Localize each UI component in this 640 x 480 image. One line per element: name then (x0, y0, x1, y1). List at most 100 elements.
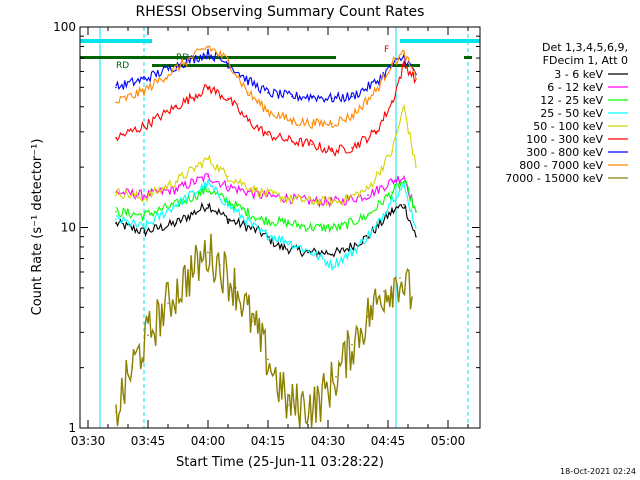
data-point (143, 78, 145, 80)
data-point (391, 150, 393, 153)
data-point (115, 86, 117, 89)
flag-label-2: RD (176, 53, 189, 63)
data-point (415, 166, 417, 168)
data-point (415, 235, 417, 238)
legend-label: 6 - 12 keV (547, 81, 603, 94)
data-point (339, 251, 341, 254)
data-point (259, 218, 261, 220)
data-point (391, 197, 393, 199)
x-tick-labels: 03:30 03:45 04:00 04:15 04:30 04:45 05:00 (71, 434, 466, 448)
data-point (367, 214, 369, 217)
data-point (339, 226, 341, 229)
data-point (175, 106, 177, 108)
data-point (207, 52, 209, 54)
data-point (247, 120, 249, 122)
data-point (311, 122, 313, 125)
data-point (311, 200, 313, 203)
data-point (311, 143, 313, 146)
x-tick-label: 03:30 (71, 434, 106, 448)
series-layer (115, 45, 417, 428)
data-point (267, 358, 269, 361)
data-point (147, 334, 149, 337)
series-line (115, 59, 417, 157)
data-point (403, 63, 405, 66)
data-point (143, 90, 145, 92)
series-9 (115, 233, 413, 428)
data-point (367, 188, 369, 191)
legend-label: 100 - 300 keV (526, 133, 603, 146)
data-point (391, 62, 393, 64)
flag-label-1: RD (116, 61, 129, 71)
x-tick-label: 04:00 (191, 434, 226, 448)
night-bar-right (400, 39, 480, 43)
data-point (227, 175, 229, 178)
data-point (415, 210, 417, 213)
x-tick-label: 04:45 (371, 434, 406, 448)
data-point (411, 296, 413, 298)
data-point (227, 203, 229, 206)
data-point (403, 203, 405, 206)
data-point (351, 251, 353, 254)
data-point (143, 197, 145, 199)
data-point (207, 86, 209, 89)
series-line (115, 45, 417, 130)
data-point (351, 115, 353, 117)
data-point (207, 183, 209, 185)
data-point (375, 81, 377, 84)
chart-title: RHESSI Observing Summary Count Rates (136, 4, 425, 20)
axis-ticks (80, 26, 480, 429)
legend-label: 50 - 100 keV (533, 120, 603, 133)
data-point (403, 185, 405, 188)
data-point (227, 200, 229, 203)
data-point (207, 203, 209, 206)
data-point (287, 197, 289, 199)
data-point (267, 91, 269, 94)
data-point (235, 287, 237, 289)
series-line (115, 173, 417, 212)
series-3 (115, 179, 417, 234)
data-point (187, 275, 189, 278)
data-point (259, 231, 261, 233)
data-point (375, 90, 377, 92)
data-point (375, 226, 377, 229)
data-point (403, 180, 405, 183)
data-point (143, 194, 145, 196)
data-point (287, 240, 289, 243)
series-line (115, 103, 417, 207)
series-4 (115, 178, 417, 272)
data-point (259, 191, 261, 193)
y-tick-label: 100 (53, 20, 76, 34)
series-5 (115, 103, 417, 207)
y-tick-label: 1 (68, 421, 76, 435)
data-point (175, 222, 177, 225)
data-point (115, 222, 117, 225)
data-point (351, 95, 353, 98)
data-point (391, 180, 393, 183)
data-point (291, 140, 293, 142)
data-point (403, 52, 405, 54)
data-point (143, 214, 145, 217)
data-point (311, 226, 313, 229)
legend-label: 300 - 800 keV (526, 146, 603, 159)
data-point (267, 110, 269, 113)
data-point (375, 131, 377, 133)
data-point (287, 404, 289, 407)
data-point (291, 120, 293, 122)
data-point (287, 222, 289, 225)
data-point (207, 45, 209, 48)
y-tick-labels: 1 10 100 (53, 20, 76, 435)
rd-bar-1 (80, 56, 336, 59)
night-bar-left (80, 39, 152, 43)
data-point (311, 251, 313, 254)
data-point (131, 366, 133, 369)
data-point (207, 175, 209, 178)
data-point (391, 101, 393, 104)
data-point (115, 137, 117, 139)
data-point (267, 134, 269, 136)
data-point (175, 203, 177, 206)
data-point (207, 251, 209, 254)
data-point (219, 264, 221, 266)
legend-label: 7000 - 15000 keV (505, 172, 603, 185)
data-point (207, 158, 209, 160)
